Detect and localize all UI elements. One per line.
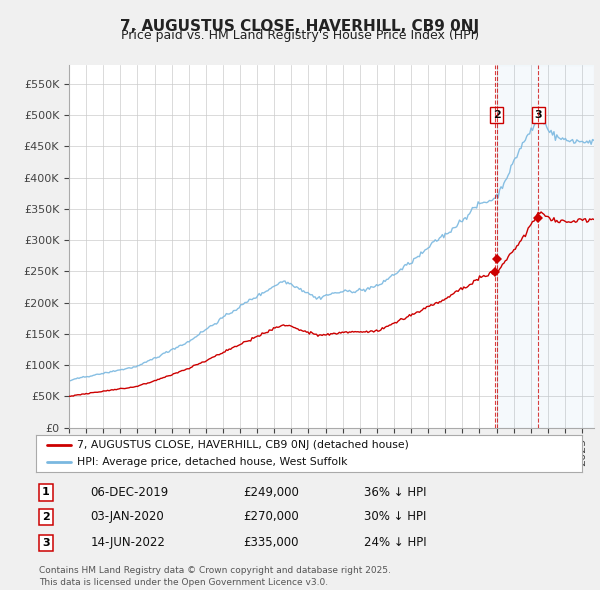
Text: 7, AUGUSTUS CLOSE, HAVERHILL, CB9 0NJ (detached house): 7, AUGUSTUS CLOSE, HAVERHILL, CB9 0NJ (d… [77,440,409,450]
Text: 2: 2 [493,110,500,120]
Text: 3: 3 [535,110,542,120]
Text: HPI: Average price, detached house, West Suffolk: HPI: Average price, detached house, West… [77,457,347,467]
Text: 2: 2 [42,512,50,522]
Text: 24% ↓ HPI: 24% ↓ HPI [364,536,426,549]
Text: Price paid vs. HM Land Registry's House Price Index (HPI): Price paid vs. HM Land Registry's House … [121,30,479,42]
Text: 03-JAN-2020: 03-JAN-2020 [91,510,164,523]
Text: Contains HM Land Registry data © Crown copyright and database right 2025.
This d: Contains HM Land Registry data © Crown c… [39,566,391,587]
Text: £249,000: £249,000 [244,486,299,499]
Text: £270,000: £270,000 [244,510,299,523]
Text: 36% ↓ HPI: 36% ↓ HPI [364,486,426,499]
Text: 14-JUN-2022: 14-JUN-2022 [91,536,166,549]
Text: 30% ↓ HPI: 30% ↓ HPI [364,510,426,523]
Text: 06-DEC-2019: 06-DEC-2019 [91,486,169,499]
Text: 7, AUGUSTUS CLOSE, HAVERHILL, CB9 0NJ: 7, AUGUSTUS CLOSE, HAVERHILL, CB9 0NJ [121,19,479,34]
Text: £335,000: £335,000 [244,536,299,549]
Text: 3: 3 [42,538,50,548]
Text: 1: 1 [42,487,50,497]
Bar [497,65,594,428]
